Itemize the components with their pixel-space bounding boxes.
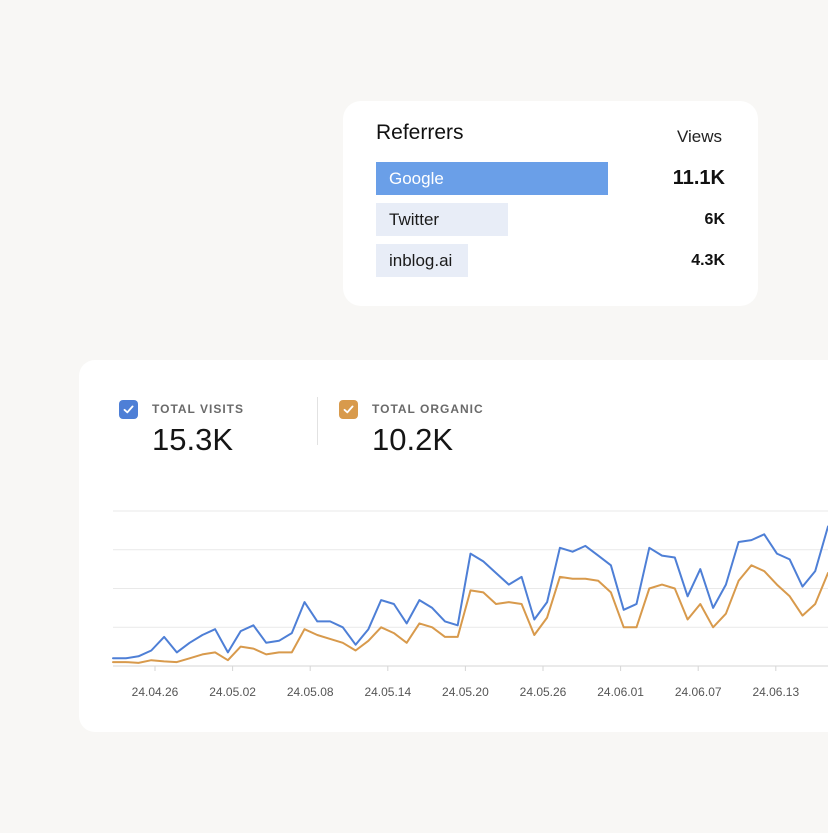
referrer-name: Twitter	[389, 210, 440, 229]
x-tick-label: 24.05.08	[287, 685, 334, 699]
referrer-views: 6K	[704, 211, 725, 228]
x-tick-label: 24.06.07	[675, 685, 722, 699]
checkmark-icon	[123, 405, 134, 414]
metric-divider	[317, 397, 318, 445]
referrer-bar	[376, 162, 608, 195]
series-line-total-visits	[112, 525, 828, 660]
total-visits-value: 15.3K	[152, 422, 234, 457]
referrer-row-inblog[interactable]: inblog.ai 4.3K	[376, 244, 725, 277]
referrer-name: inblog.ai	[389, 251, 453, 270]
checkmark-icon	[343, 405, 354, 414]
referrer-bar	[376, 203, 508, 236]
referrer-views: 4.3K	[691, 252, 725, 269]
x-tick-label: 24.06.01	[597, 685, 644, 699]
referrer-row-google[interactable]: Google 11.1K	[376, 162, 725, 195]
total-visits-label: TOTAL VISITS	[152, 402, 245, 416]
x-tick-label: 24.05.20	[442, 685, 489, 699]
traffic-chart-card: TOTAL VISITS 15.3K TOTAL ORGANIC 10.2K 2…	[79, 360, 828, 732]
referrer-bar	[376, 244, 468, 277]
total-organic-value: 10.2K	[372, 422, 454, 457]
x-tick-label: 24.05.02	[209, 685, 256, 699]
x-tick-label: 24.05.14	[364, 685, 411, 699]
x-tick-label: 24.04.26	[132, 685, 179, 699]
referrer-views: 11.1K	[672, 167, 725, 189]
referrer-row-twitter[interactable]: Twitter 6K	[376, 203, 725, 236]
total-organic-label: TOTAL ORGANIC	[372, 402, 484, 416]
x-tick-label: 24.05.26	[520, 685, 567, 699]
referrer-name: Google	[389, 169, 444, 188]
referrers-card: Referrers Views Google 11.1K Twitter 6K …	[343, 101, 758, 306]
views-column-header: Views	[676, 127, 722, 146]
x-tick-label: 24.06.13	[752, 685, 799, 699]
series-line-total-organic	[112, 564, 828, 664]
total-visits-checkbox[interactable]	[119, 400, 138, 419]
total-organic-checkbox[interactable]	[339, 400, 358, 419]
traffic-line-chart: 24.04.26 24.05.02 24.05.08 24.05.14 24.05.20…	[112, 510, 828, 699]
referrers-title: Referrers	[376, 121, 464, 144]
